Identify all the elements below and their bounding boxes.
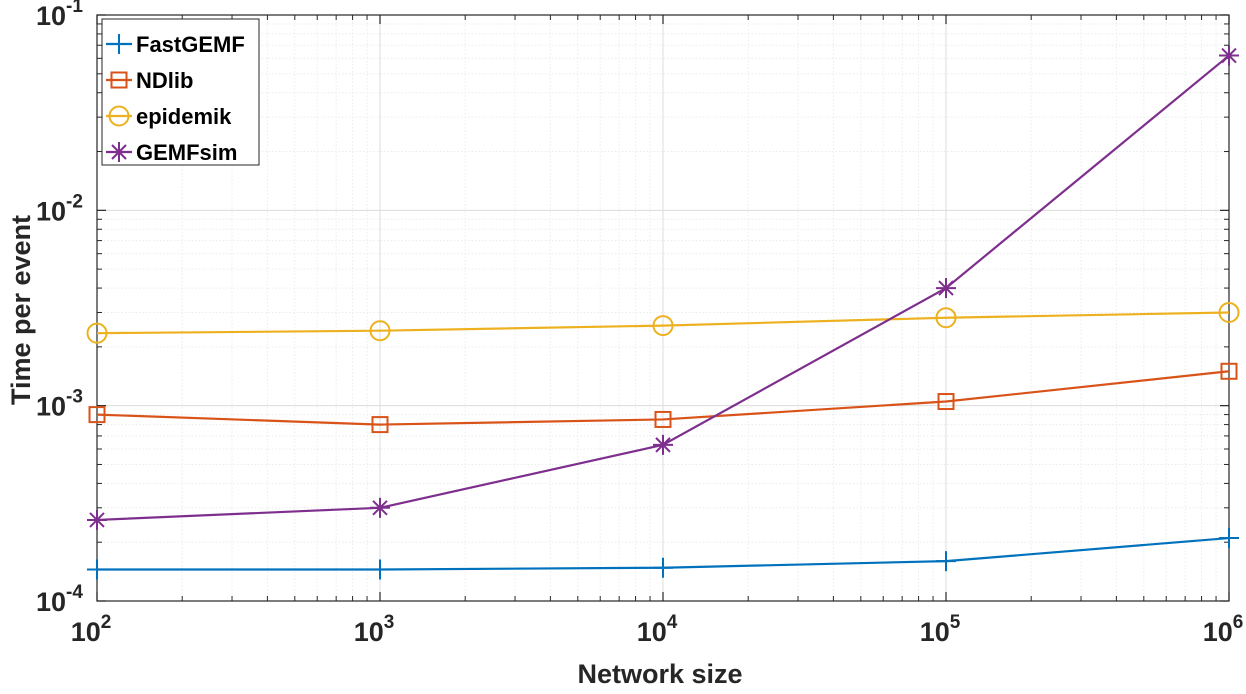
marker-shape	[654, 410, 672, 428]
legend-item-fastgemf: FastGEMF	[106, 32, 245, 57]
marker-shape	[86, 322, 108, 344]
marker-stroke	[655, 437, 671, 453]
x-axis-label: Network size	[577, 659, 742, 689]
data-point-epidemik	[935, 307, 957, 329]
data-point-epidemik	[652, 315, 674, 337]
data-point-gemfsim	[653, 434, 673, 455]
marker-shape	[652, 315, 674, 337]
x-tick-label: 103	[354, 612, 395, 647]
y-tick-label: 10-4	[36, 582, 83, 617]
data-point-ndlib	[654, 410, 672, 428]
marker-stroke	[1221, 47, 1237, 64]
marker-shape	[935, 307, 957, 329]
x-tick-label: 105	[920, 612, 961, 647]
x-tick-labels: 102 103 104 105 106	[71, 612, 1244, 647]
marker-shape	[369, 320, 391, 342]
series-ndlib	[88, 362, 1238, 434]
data-point-epidemik	[86, 322, 108, 344]
marker-shape	[937, 393, 955, 411]
marker-stroke	[938, 280, 954, 296]
legend-label: NDlib	[136, 68, 193, 93]
marker-shape	[88, 406, 106, 424]
marker-shape	[1220, 362, 1238, 380]
y-tick-label: 10-3	[36, 387, 83, 422]
y-tick-labels: 10-4 10-3 10-2 10-1	[36, 0, 83, 617]
legend-marker-square	[110, 71, 128, 89]
data-point-epidemik	[1218, 301, 1240, 323]
series-layer	[86, 45, 1240, 580]
x-tick-label: 104	[637, 612, 678, 647]
legend-item-ndlib: NDlib	[106, 68, 193, 93]
legend-marker-plus	[109, 34, 129, 54]
marker-shape	[108, 105, 130, 127]
data-point-gemfsim	[370, 497, 390, 518]
legend-item-epidemik: epidemik	[106, 104, 232, 129]
x-tick-label: 106	[1203, 612, 1244, 647]
series-epidemik	[86, 301, 1240, 344]
data-point-fastgemf	[936, 551, 956, 572]
marker-shape	[371, 416, 389, 434]
series-line-ndlib	[96, 370, 1230, 426]
marker-stroke	[111, 144, 127, 160]
data-point-ndlib	[371, 416, 389, 434]
legend-marker-circle	[108, 105, 130, 127]
data-point-ndlib	[1220, 362, 1238, 380]
data-point-fastgemf	[1219, 528, 1239, 549]
data-point-gemfsim	[87, 509, 107, 530]
data-point-gemfsim	[936, 278, 956, 299]
legend-label: epidemik	[136, 104, 232, 129]
legend-label: GEMFsim	[136, 140, 237, 165]
legend: FastGEMF NDlib epidemik GEMFsim	[101, 18, 260, 166]
data-point-fastgemf	[653, 557, 673, 578]
data-point-ndlib	[88, 406, 106, 424]
x-tick-label: 102	[71, 612, 112, 647]
series-line-epidemik	[96, 311, 1230, 335]
data-point-gemfsim	[1219, 45, 1239, 66]
y-tick-label: 10-2	[36, 191, 83, 226]
marker-shape	[110, 71, 128, 89]
y-axis-label: Time per event	[6, 215, 36, 405]
axis-ticks	[96, 14, 1230, 602]
marker-shape	[1218, 301, 1240, 323]
y-tick-label: 10-1	[36, 0, 83, 31]
series-fastgemf	[87, 528, 1239, 580]
marker-stroke	[89, 512, 105, 528]
data-point-epidemik	[369, 320, 391, 342]
data-point-ndlib	[937, 393, 955, 411]
series-gemfsim	[87, 45, 1239, 530]
data-point-fastgemf	[87, 559, 107, 580]
legend-item-gemfsim: GEMFsim	[106, 140, 237, 165]
legend-marker-asterisk	[109, 142, 129, 162]
legend-label: FastGEMF	[136, 32, 245, 57]
data-point-fastgemf	[370, 559, 390, 580]
marker-stroke	[372, 500, 388, 516]
